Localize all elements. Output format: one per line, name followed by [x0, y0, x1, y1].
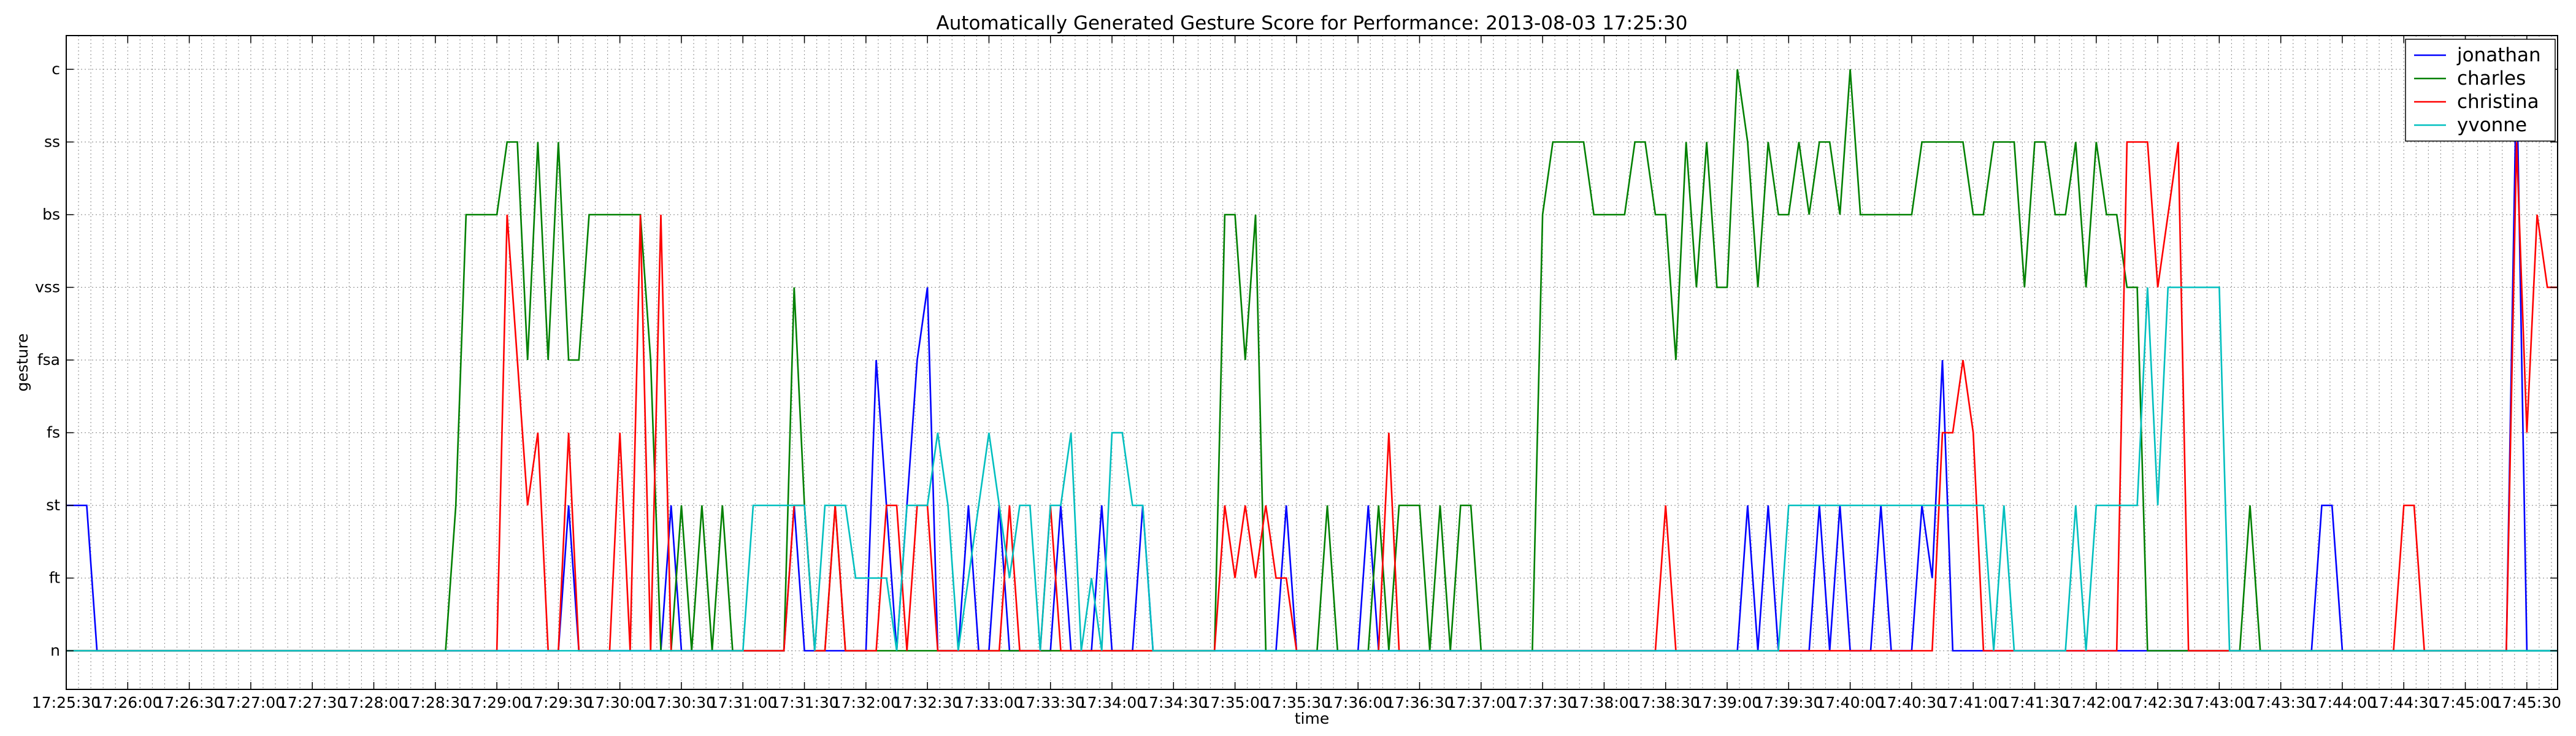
x-tick-label: 17:37:00 [1447, 694, 1516, 711]
x-tick-label: 17:43:30 [2247, 694, 2315, 711]
x-tick-label: 17:29:00 [462, 694, 531, 711]
legend-label-yvonne: yvonne [2457, 114, 2527, 136]
x-axis-label: time [1295, 710, 1329, 727]
series-line-yvonne [66, 286, 2558, 652]
y-tick-label: bs [42, 205, 60, 223]
x-tick-label: 17:27:30 [278, 694, 347, 711]
x-tick-label: 17:37:30 [1508, 694, 1577, 711]
x-tick-label: 17:33:00 [954, 694, 1023, 711]
y-tick-label: st [46, 496, 60, 514]
x-tick-label: 17:36:30 [1385, 694, 1454, 711]
y-tick-label: vss [35, 278, 60, 296]
chart-title: Automatically Generated Gesture Score fo… [937, 12, 1688, 34]
series-line-charles [66, 69, 2558, 652]
x-tick-label: 17:32:30 [893, 694, 962, 711]
y-tick-label: ss [44, 133, 60, 151]
x-tick-label: 17:35:30 [1262, 694, 1331, 711]
x-tick-label: 17:31:00 [708, 694, 777, 711]
series-lines [66, 69, 2558, 652]
x-tick-label: 17:44:30 [2369, 694, 2438, 711]
y-tick-label: ft [49, 569, 60, 587]
x-tick-label: 17:42:30 [2123, 694, 2192, 711]
x-tick-label: 17:40:30 [1877, 694, 1946, 711]
x-tick-label: 17:42:00 [2062, 694, 2131, 711]
x-tick-label: 17:39:00 [1693, 694, 1761, 711]
x-tick-label: 17:32:00 [832, 694, 900, 711]
x-tick-label: 17:38:30 [1631, 694, 1700, 711]
y-tick-label: n [50, 642, 60, 659]
x-tick-label: 17:45:00 [2431, 694, 2499, 711]
y-tick-label: fs [47, 424, 60, 442]
x-tick-label: 17:45:30 [2493, 694, 2561, 711]
y-tick-label: c [52, 60, 60, 78]
axis-ticks: 17:25:3017:26:0017:26:3017:27:0017:27:30… [32, 36, 2561, 711]
plot-frame [66, 35, 2558, 690]
x-tick-label: 17:31:30 [770, 694, 838, 711]
legend-label-jonathan: jonathan [2456, 44, 2541, 66]
y-tick-label: fsa [37, 351, 60, 369]
x-tick-label: 17:33:30 [1016, 694, 1085, 711]
x-tick-label: 17:43:00 [2185, 694, 2253, 711]
x-tick-label: 17:25:30 [32, 694, 101, 711]
x-tick-label: 17:27:00 [217, 694, 285, 711]
x-tick-label: 17:44:00 [2308, 694, 2377, 711]
x-tick-label: 17:41:00 [1939, 694, 2007, 711]
x-tick-label: 17:34:30 [1139, 694, 1208, 711]
x-tick-label: 17:28:00 [339, 694, 408, 711]
x-tick-label: 17:35:00 [1200, 694, 1269, 711]
x-tick-label: 17:30:30 [647, 694, 716, 711]
x-tick-label: 17:41:30 [2000, 694, 2069, 711]
x-tick-label: 17:29:30 [524, 694, 592, 711]
y-axis-label: gesture [13, 333, 31, 391]
x-tick-label: 17:30:00 [586, 694, 654, 711]
x-tick-label: 17:38:00 [1570, 694, 1638, 711]
x-tick-label: 17:26:30 [155, 694, 223, 711]
x-tick-label: 17:39:30 [1754, 694, 1823, 711]
legend-label-christina: christina [2457, 91, 2539, 113]
legend-label-charles: charles [2457, 67, 2526, 90]
x-tick-label: 17:36:00 [1324, 694, 1392, 711]
legend-box [2405, 39, 2556, 142]
x-tick-label: 17:34:00 [1078, 694, 1146, 711]
x-tick-label: 17:26:00 [93, 694, 162, 711]
x-tick-label: 17:28:30 [401, 694, 470, 711]
x-tick-label: 17:40:00 [1815, 694, 1884, 711]
